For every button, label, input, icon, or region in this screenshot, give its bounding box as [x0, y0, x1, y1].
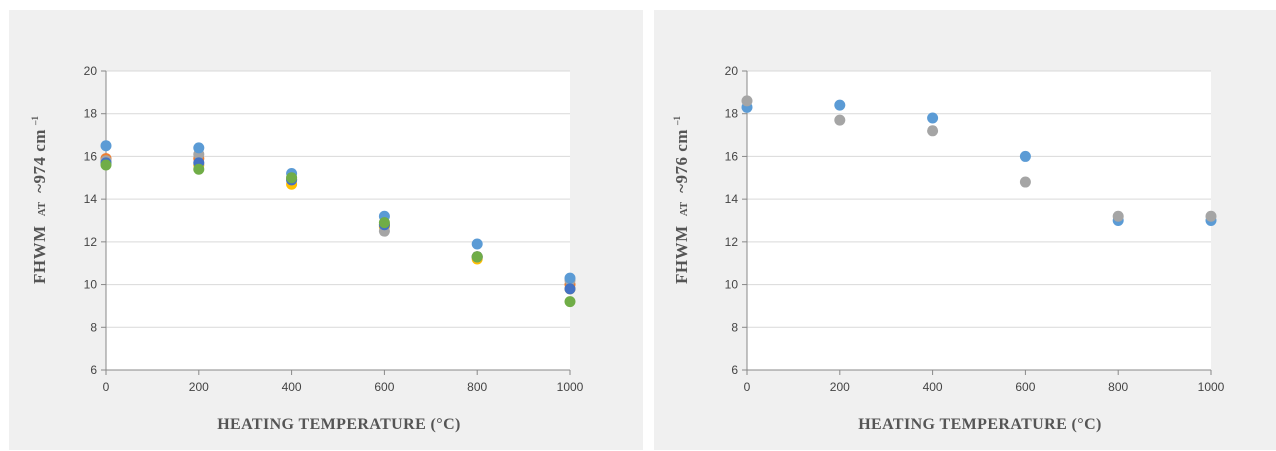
x-axis-title: HEATING TEMPERATURE (°C): [858, 416, 1102, 433]
data-points: [741, 95, 1217, 226]
y-axis-title-wavenumber: ~976 cm: [672, 129, 691, 193]
data-point-green: [193, 163, 205, 175]
data-point-blue: [193, 142, 205, 154]
x-tick-label: 600: [374, 380, 394, 394]
y-tick-label: 20: [84, 64, 98, 78]
data-point-gray: [1112, 210, 1124, 222]
data-point-gray: [927, 125, 939, 137]
y-tick-label: 8: [731, 320, 738, 334]
grid-lines: [747, 70, 1211, 370]
data-point-gray: [1205, 210, 1217, 222]
x-tick-label: 800: [1108, 380, 1128, 394]
y-tick-label: 8: [90, 320, 97, 334]
data-point-green: [286, 172, 298, 184]
data-point-green: [378, 217, 390, 229]
x-axis-title: HEATING TEMPERATURE (°C): [217, 416, 461, 433]
x-tick-label: 600: [1015, 380, 1035, 394]
chart-panel-right: 6 8 10 12 14 16 18 20 0 200 400 600 800 1000 HEATING…: [654, 10, 1276, 450]
x-tick-label: 200: [189, 380, 209, 394]
data-point-blue: [564, 272, 576, 284]
y-axis-title-fhwm: FHWM: [30, 225, 49, 284]
y-tick-labels: 6 8 10 12 14 16 18 20: [725, 64, 739, 377]
data-point-darkblue: [564, 283, 576, 295]
data-point-gray: [834, 114, 846, 126]
x-tick-label: 800: [467, 380, 487, 394]
y-tick-label: 20: [725, 64, 739, 78]
data-point-blue: [100, 140, 112, 152]
y-axis-title-unit-exponent: –1: [30, 116, 40, 127]
y-tick-label: 18: [725, 107, 739, 121]
y-tick-label: 14: [725, 192, 739, 206]
x-tick-labels: 0 200 400 600 800 1000: [103, 380, 584, 394]
y-tick-label: 6: [90, 363, 97, 377]
plot-area: [106, 71, 570, 370]
x-tick-label: 0: [744, 380, 751, 394]
plot-area: [747, 71, 1211, 370]
data-point-blue: [834, 99, 846, 111]
y-tick-label: 16: [84, 149, 98, 163]
y-tick-label: 10: [84, 278, 98, 292]
fhwm-974-scatter-chart: 6 8 10 12 14 16 18 20 0 200 400 600 800 1000 HEATING…: [30, 64, 584, 433]
y-tick-label: 18: [84, 107, 98, 121]
data-point-blue: [471, 238, 483, 250]
y-tick-label: 12: [725, 235, 739, 249]
y-axis-title-fhwm: FHWM: [672, 225, 691, 284]
chart-panel-left: 6 8 10 12 14 16 18 20 0 200 400 600 800 1000 HEATING…: [9, 10, 643, 450]
fhwm-976-scatter-chart: 6 8 10 12 14 16 18 20 0 200 400 600 800 1000 HEATING…: [672, 64, 1225, 433]
x-tick-label: 1000: [1198, 380, 1225, 394]
y-axis-title-wavenumber: ~974 cm: [30, 129, 49, 193]
data-point-blue: [1019, 150, 1031, 162]
y-tick-labels: 6 8 10 12 14 16 18 20: [84, 64, 98, 377]
data-point-gray: [741, 95, 753, 107]
x-tick-label: 400: [282, 380, 302, 394]
x-tick-labels: 0 200 400 600 800 1000: [744, 380, 1225, 394]
y-tick-label: 14: [84, 192, 98, 206]
y-tick-label: 6: [731, 363, 738, 377]
y-axis-title: FHWM AT ~974 cm –1: [30, 116, 49, 284]
x-tick-label: 400: [923, 380, 943, 394]
data-points: [100, 140, 576, 308]
x-tick-label: 200: [830, 380, 850, 394]
data-point-gray: [1019, 176, 1031, 188]
data-point-green: [564, 296, 576, 308]
x-tick-label: 0: [103, 380, 110, 394]
y-axis-title: FHWM AT ~976 cm –1: [672, 116, 691, 284]
y-axis-title-at: AT: [678, 201, 690, 216]
y-tick-label: 16: [725, 149, 739, 163]
y-tick-label: 10: [725, 278, 739, 292]
grid-lines: [106, 70, 570, 370]
y-axis-title-unit-exponent: –1: [672, 116, 682, 127]
y-tick-label: 12: [84, 235, 98, 249]
x-tick-label: 1000: [557, 380, 584, 394]
axes: [742, 70, 1212, 375]
data-point-green: [471, 251, 483, 263]
data-point-blue: [927, 112, 939, 124]
y-axis-title-at: AT: [36, 201, 48, 216]
data-point-green: [100, 159, 112, 171]
